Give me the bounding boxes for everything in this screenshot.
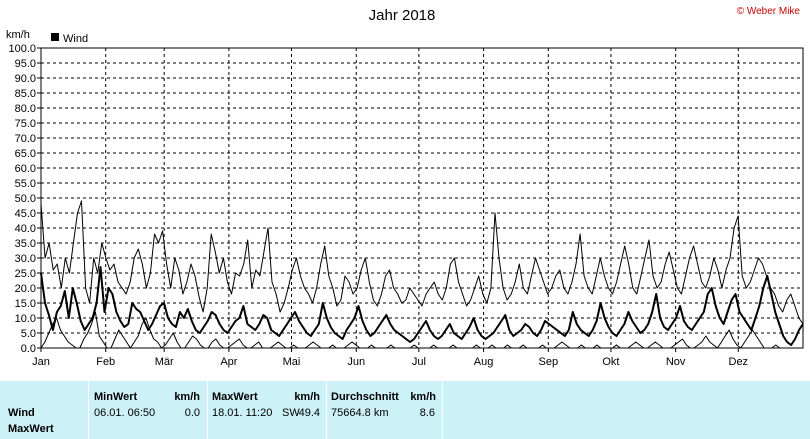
avg-header: Durchschnitt: [331, 391, 399, 403]
x-tick-label: Jun: [347, 356, 365, 368]
x-tick-label: Jul: [412, 356, 426, 368]
y-tick-label: 85.0: [15, 88, 36, 100]
x-tick-label: Okt: [602, 356, 619, 368]
grid: [41, 48, 803, 348]
y-tick-label: 95.0: [15, 58, 36, 70]
x-tick-label: Mai: [283, 356, 301, 368]
chart-title: Jahr 2018: [369, 7, 436, 24]
series-line-wind: [40, 266, 804, 346]
max-value: 49.4: [298, 407, 320, 419]
copyright-text: © Weber Mike: [737, 6, 801, 17]
max-header: MaxWert: [212, 391, 258, 403]
stats-divider: [442, 381, 443, 439]
x-tick-label: Aug: [474, 356, 494, 368]
legend-label: Wind: [63, 33, 88, 45]
avg-value: 8.6: [419, 407, 435, 419]
stats-panel: Wind MaxWert MinWert km/h 06.01. 06:50 0…: [0, 381, 810, 439]
x-tick-label: Nov: [666, 356, 686, 368]
x-axis-ticks: Jan Feb Mär Apr Mai Jun Jul Aug Sep Okt Nov Dez: [32, 348, 748, 368]
y-tick-label: 65.0: [15, 148, 36, 160]
y-tick-label: 5.0: [21, 328, 36, 340]
avg-distance: 75664.8 km: [331, 407, 389, 419]
y-tick-label: 25.0: [15, 268, 36, 280]
y-tick-label: 10.0: [15, 313, 36, 325]
stats-divider: [88, 381, 89, 439]
max-direction: SW: [282, 407, 300, 419]
x-tick-label: Feb: [96, 356, 115, 368]
y-axis-unit: km/h: [6, 29, 30, 41]
x-tick-label: Apr: [220, 356, 237, 368]
min-datetime: 06.01. 06:50: [94, 407, 156, 419]
min-unit: km/h: [174, 391, 200, 403]
series-line-maxwert: [40, 200, 804, 325]
legend-swatch: [51, 33, 59, 41]
x-tick-label: Mär: [155, 356, 174, 368]
y-axis-ticks: 0.0 5.0 10.0 15.0 20.0 25.0 30.0 35.0 40.0 45.0 50…: [8, 43, 41, 355]
max-datetime: 18.01. 11:20: [212, 407, 273, 419]
y-tick-label: 75.0: [15, 118, 36, 130]
y-tick-label: 0.0: [21, 343, 36, 355]
y-tick-label: 15.0: [15, 298, 36, 310]
min-header: MinWert: [94, 391, 138, 403]
y-tick-label: 20.0: [15, 283, 36, 295]
series-group: [40, 200, 804, 349]
x-tick-label: Sep: [539, 356, 559, 368]
y-tick-label: 55.0: [15, 178, 36, 190]
avg-unit: km/h: [410, 391, 436, 403]
plot-frame: [40, 47, 804, 349]
y-tick-label: 35.0: [15, 238, 36, 250]
x-tick-label: Jan: [32, 356, 50, 368]
y-tick-label: 70.0: [15, 133, 36, 145]
y-tick-label: 40.0: [15, 223, 36, 235]
y-tick-label: 80.0: [15, 103, 36, 115]
stats-divider: [207, 381, 208, 439]
y-tick-label: 60.0: [15, 163, 36, 175]
row-label-wind: Wind: [8, 407, 35, 419]
min-value: 0.0: [184, 407, 200, 419]
y-tick-label: 45.0: [15, 208, 36, 220]
y-tick-label: 100.0: [8, 43, 36, 55]
y-tick-label: 90.0: [15, 73, 36, 85]
y-tick-label: 50.0: [15, 193, 36, 205]
max-unit: km/h: [294, 391, 320, 403]
chart: Jahr 2018 © Weber Mike km/h Wind 0.0 5.0 1…: [6, 6, 804, 368]
stats-divider: [326, 381, 327, 439]
y-tick-label: 30.0: [15, 253, 36, 265]
x-tick-label: Dez: [729, 356, 749, 368]
row-label-maxwert: MaxWert: [8, 423, 54, 435]
